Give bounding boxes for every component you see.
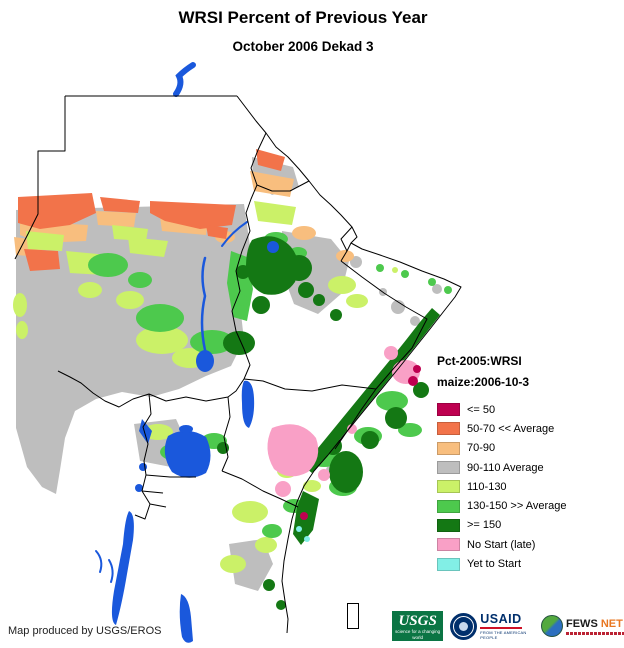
region-layer-le-50 (300, 365, 421, 520)
legend-item: No Start (late) (437, 535, 623, 554)
fewsnet-tagline-bar (566, 631, 624, 635)
usaid-logo: USAID FROM THE AMERICAN PEOPLE (450, 611, 534, 641)
usgs-wordmark: USGS (398, 613, 437, 629)
legend-item: >= 150 (437, 516, 623, 535)
legend-swatch (437, 538, 460, 552)
map-legend: Pct-2005:WRSI maize:2006-10-3 <= 50 50-7… (437, 351, 623, 574)
legend-swatch (437, 499, 460, 513)
legend-title-line2: maize:2006-10-3 (437, 375, 530, 389)
legend-label: No Start (late) (467, 538, 536, 551)
legend-title-line1: Pct-2005:WRSI (437, 354, 522, 368)
legend-item: 130-150 >> Average (437, 496, 623, 515)
region-layer-yet-to-start (296, 526, 310, 542)
legend-label: 70-90 (467, 442, 496, 455)
legend-label: 50-70 << Average (467, 422, 555, 435)
legend-label: >= 150 (467, 519, 502, 532)
legend-item: 50-70 << Average (437, 419, 623, 438)
legend-item: 110-130 (437, 477, 623, 496)
usaid-seal-icon (450, 612, 478, 640)
legend-label: 130-150 >> Average (467, 500, 567, 513)
fews-wordmark: FEWS (566, 617, 598, 630)
legend-swatch (437, 480, 460, 494)
legend-label: 110-130 (467, 480, 507, 493)
map-inset-box (347, 603, 359, 629)
map-credit: Map produced by USGS/EROS (8, 625, 162, 637)
legend-item: Yet to Start (437, 554, 623, 573)
globe-icon (541, 615, 563, 637)
legend-item: 90-110 Average (437, 458, 623, 477)
country-borders-layer (14, 95, 462, 634)
map-title: WRSI Percent of Previous Year (178, 8, 428, 27)
legend-item: <= 50 (437, 400, 623, 419)
fewsnet-logo: FEWS NET (541, 611, 624, 641)
region-layer-ge-150 (217, 236, 440, 610)
legend-label: 90-110 Average (467, 461, 544, 474)
usaid-tagline: FROM THE AMERICAN PEOPLE (480, 629, 527, 640)
usaid-red-bar (480, 626, 523, 629)
map-subtitle: October 2006 Dekad 3 (232, 39, 374, 54)
usaid-wordmark: USAID (480, 611, 522, 626)
legend-swatch (437, 422, 460, 436)
legend-swatch (437, 557, 460, 571)
legend-swatch (437, 403, 460, 417)
lakes-layer (111, 241, 279, 643)
usgs-tagline: science for a changing world (395, 629, 441, 640)
rivers-layer (95, 62, 248, 583)
legend-item: 70-90 (437, 439, 623, 458)
legend-swatch (437, 518, 460, 532)
legend-swatch (437, 441, 460, 455)
legend-label: Yet to Start (467, 558, 522, 571)
logo-row: USGS science for a changing world USAID … (392, 610, 624, 642)
legend-label: <= 50 (467, 403, 496, 416)
net-wordmark: NET (600, 617, 623, 630)
legend-items: <= 50 50-70 << Average 70-90 90-110 Aver… (437, 400, 623, 574)
usgs-logo: USGS science for a changing world (392, 611, 444, 641)
legend-swatch (437, 461, 460, 475)
